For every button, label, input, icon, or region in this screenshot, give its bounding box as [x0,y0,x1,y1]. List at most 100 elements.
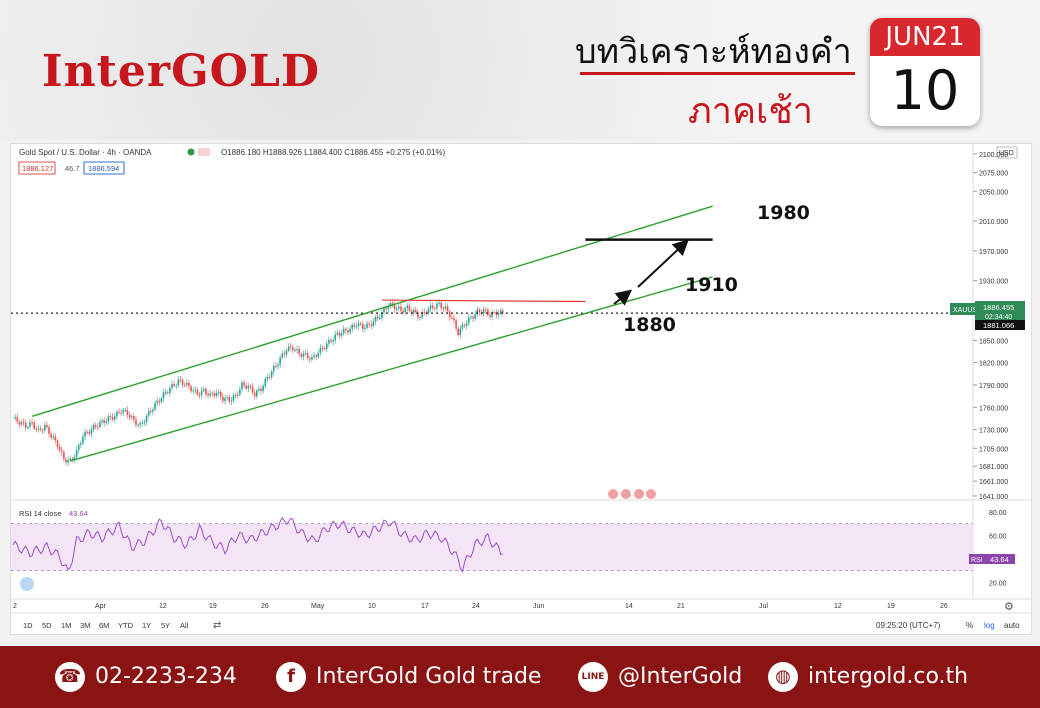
candle-body [417,312,419,318]
event-flag-icon[interactable] [608,489,618,499]
level-label: 1980 [757,202,810,224]
candle-body [465,323,468,326]
range-button[interactable]: 1D [23,621,33,630]
price-tick-label: 1970.000 [979,249,1008,256]
price-tick-label: 1790.000 [979,383,1008,390]
time-tick-label: 2 [13,603,17,610]
candle-body [133,416,135,420]
candle-body [446,306,449,312]
range-button[interactable]: 3M [80,621,90,630]
candle-body [296,349,298,351]
candle-body [173,383,175,386]
buy-box[interactable] [83,161,125,175]
candle-body [164,392,167,394]
compare-icon[interactable]: ⇄ [213,620,221,631]
settings-gear-icon[interactable]: ⚙ [1004,600,1014,613]
channel-upper-line [31,205,713,417]
candle-body [400,306,402,311]
candle-body [412,309,415,313]
candle-body [468,317,470,324]
candle-body [90,429,93,434]
range-button[interactable]: 5D [42,621,52,630]
event-flag-icon[interactable] [634,489,644,499]
candle-body [256,390,258,397]
footer-line[interactable]: LINE @InterGold [578,662,742,692]
candle-body [463,324,466,326]
range-button[interactable]: All [180,621,189,630]
candle-body [309,358,311,360]
candle-body [315,355,317,357]
bottom-toolbar: 1D 5D 1M 3M 6M YTD 1Y 5Y All [23,621,189,630]
candle-body [154,402,156,410]
globe-icon: ◍ [768,662,798,692]
candle-body [457,328,459,336]
time-tick-label: May [311,603,325,610]
candle-body [192,390,194,392]
candle-body [135,419,137,425]
footer-website[interactable]: ◍ intergold.co.th [768,662,968,692]
range-button[interactable]: 1M [61,621,71,630]
log-toggle[interactable]: log [984,621,995,630]
candle-body [461,324,464,329]
candle-body [113,416,116,420]
candle-body [306,352,309,359]
candle-body [82,436,84,444]
candle-body [215,392,218,396]
candle-body [298,349,300,355]
range-button[interactable]: 6M [99,621,109,630]
candle-body [285,350,288,355]
candle-body [198,394,201,396]
level-label: 1910 [685,274,738,296]
range-button[interactable]: YTD [118,621,134,630]
tradingview-logo-icon[interactable] [20,577,34,591]
line-app-icon: LINE [578,662,608,692]
auto-toggle[interactable]: auto [1004,621,1020,630]
candle-body [162,392,165,399]
time-tick-label: 19 [209,603,217,610]
line-tag-bg [975,320,1025,330]
candle-body [317,352,320,357]
candle-body [171,383,173,389]
candle-body [190,386,192,392]
candle-body [71,458,74,460]
candle-body [24,422,27,428]
candle-body [444,306,447,309]
footer-phone[interactable]: ☎ 02-2233-234 [55,662,237,692]
price-tick-label: 1661.000 [979,479,1008,486]
candle-body [387,306,390,310]
candle-body [355,326,358,328]
range-button[interactable]: 1Y [142,621,151,630]
candle-body [137,424,139,426]
candle-body [156,400,158,403]
candle-body [351,324,353,329]
candle-body [453,317,455,321]
candle-body [395,308,398,310]
range-button[interactable]: 5Y [161,621,170,630]
arrow-up-small [613,289,633,306]
percent-toggle[interactable]: % [966,621,973,630]
candle-body [292,347,294,351]
calendar-month: JUN21 [870,18,980,56]
rsi-value-bg [987,554,1015,564]
candle-body [323,348,326,350]
candle-body [421,311,423,318]
event-flag-icon[interactable] [646,489,656,499]
candle-body [410,310,413,313]
candle-body [54,436,57,441]
candle-body [35,428,38,430]
candle-body [345,328,347,331]
candle-body [20,422,23,425]
candle-body [338,332,341,336]
sell-box[interactable] [18,161,56,175]
currency-box[interactable] [996,146,1018,159]
candlesticks [14,299,504,467]
candle-body [65,459,67,463]
candle-body [311,356,313,360]
candle-body [427,308,430,314]
candle-body [281,353,284,358]
footer-facebook[interactable]: f InterGold Gold trade [276,662,541,692]
resistance-line [381,299,586,303]
event-flag-icon[interactable] [621,489,631,499]
candle-body [277,364,279,367]
candle-body [130,416,133,418]
